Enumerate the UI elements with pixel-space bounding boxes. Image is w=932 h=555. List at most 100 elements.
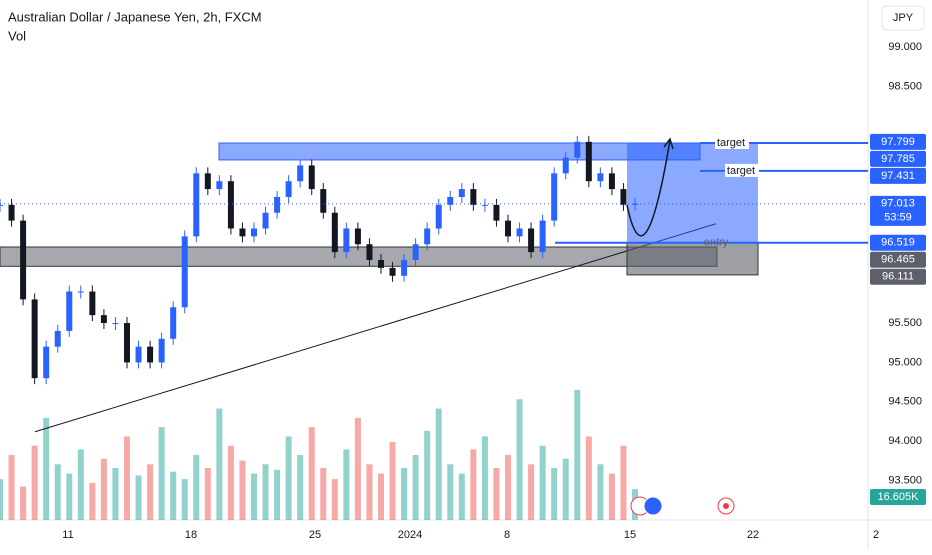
volume-bar: [528, 464, 535, 520]
volume-bar: [331, 479, 338, 520]
volume-bar: [0, 479, 3, 520]
candle-body: [193, 173, 200, 237]
volume-bar: [424, 430, 431, 520]
stop-box: [626, 242, 759, 276]
volume-bar: [297, 455, 304, 520]
time-tick-label: 2024: [398, 529, 422, 541]
price-tick-label: 98.500: [888, 81, 922, 93]
candle-body: [216, 181, 223, 190]
candle-body: [458, 189, 465, 197]
volume-bar: [435, 408, 442, 520]
volume-bar: [378, 473, 384, 520]
candle-body: [170, 307, 177, 339]
volume-badge: [870, 489, 926, 505]
candle-body: [89, 291, 96, 316]
volume-bar: [308, 427, 315, 520]
candle-body: [135, 346, 142, 363]
candle-body: [262, 212, 269, 229]
candle-body: [378, 260, 384, 268]
volume-bar: [597, 464, 604, 520]
candle-body: [43, 346, 50, 379]
price-badge: [870, 268, 926, 285]
price-badge-label: 97.785: [881, 153, 915, 165]
candle-body: [251, 228, 257, 237]
price-badge-label: 97.013: [881, 198, 915, 210]
candle-body: [424, 228, 431, 245]
candle-body: [528, 228, 535, 253]
volume-bar: [401, 468, 408, 520]
price-badge-label: 97.799: [881, 136, 915, 148]
price-badge-label: 96.465: [881, 254, 915, 266]
countdown-label: 53:59: [884, 212, 912, 224]
volume-bar: [31, 445, 38, 520]
volume-bar: [181, 479, 188, 520]
time-tick-label: 2: [873, 529, 879, 541]
volume-bar: [551, 468, 558, 520]
flag-icon[interactable]: [643, 496, 663, 516]
candle-body: [0, 204, 3, 206]
volume-bar: [389, 442, 396, 520]
currency-button[interactable]: [881, 5, 925, 31]
volume-bar: [470, 449, 477, 520]
candle-body: [481, 204, 488, 206]
candle-body: [632, 203, 638, 205]
annotation-bg: [715, 136, 749, 149]
candle-body: [516, 228, 523, 237]
candle-body: [493, 204, 500, 221]
candle-body: [389, 267, 396, 276]
volume-bar: [343, 449, 350, 520]
volume-bar: [539, 445, 546, 520]
price-badge: [870, 234, 926, 251]
candle-body: [77, 291, 84, 293]
candle-body: [366, 244, 373, 260]
candle-body: [470, 189, 477, 205]
indicator-name: Vol: [8, 28, 26, 43]
projection-arrow: [626, 139, 671, 237]
candle-body: [331, 212, 338, 253]
candle-body: [620, 189, 627, 205]
candle-body: [124, 323, 130, 363]
candle-body: [31, 299, 38, 379]
volume-bar: [447, 464, 454, 520]
volume-bar: [112, 468, 119, 520]
candle-body: [435, 204, 442, 229]
volume-bar: [481, 436, 488, 520]
candle-body: [239, 228, 246, 237]
time-tick-label: 11: [62, 529, 73, 541]
candle-body: [147, 346, 154, 363]
volume-bar: [562, 458, 569, 520]
volume-bar: [193, 455, 200, 520]
price-badge: [870, 150, 926, 167]
volume-bar: [262, 464, 269, 520]
time-tick-label: 25: [309, 529, 321, 541]
volume-bar: [124, 436, 130, 520]
candle-body: [100, 315, 107, 324]
price-tick-label: 94.000: [888, 435, 922, 447]
volume-bar: [354, 417, 361, 520]
candle-body: [227, 181, 234, 229]
candle-body: [551, 173, 558, 221]
volume-bar: [20, 486, 27, 520]
volume-bar: [505, 455, 511, 520]
annotation: entry: [704, 237, 729, 249]
price-badge: [870, 195, 926, 226]
volume-bar: [89, 482, 96, 520]
price-tick-label: 95.000: [888, 356, 922, 368]
time-tick-label: 22: [747, 529, 759, 541]
profit-box: [627, 143, 758, 243]
candle-body: [585, 141, 592, 182]
volume-bar: [458, 473, 465, 520]
candle-body: [412, 244, 419, 260]
candle-body: [112, 323, 119, 325]
volume-bar: [274, 469, 281, 520]
candle-body: [343, 228, 350, 253]
volume-badge-label: 16.605K: [878, 491, 920, 503]
candle-body: [539, 220, 546, 253]
price-badge: [870, 133, 926, 150]
volume-bar: [493, 468, 500, 520]
volume-bar: [204, 468, 211, 520]
candle-body: [505, 220, 511, 237]
candle-body: [562, 157, 569, 174]
annotation: target: [727, 165, 755, 177]
